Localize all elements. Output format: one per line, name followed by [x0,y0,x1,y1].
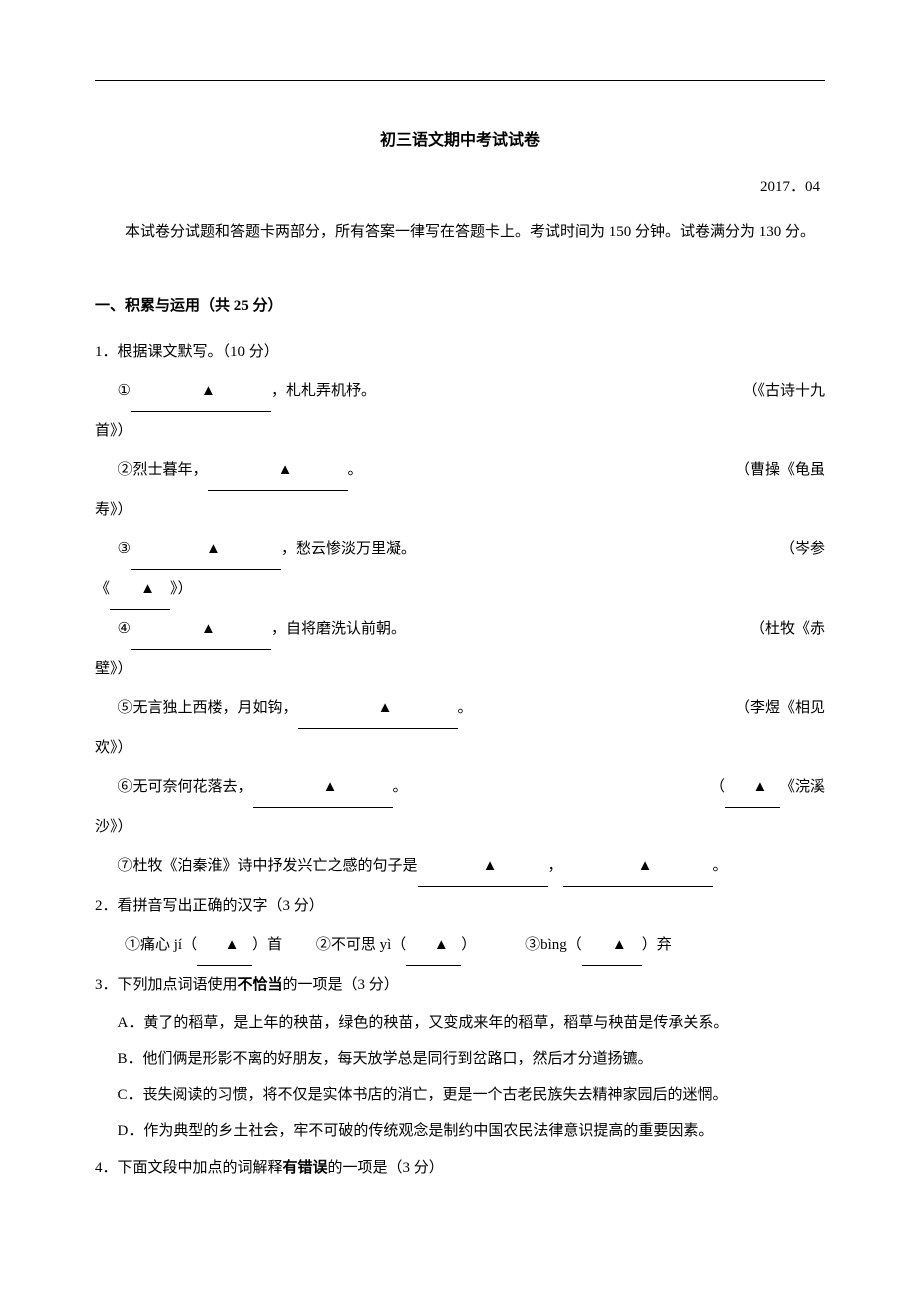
q1-item7-end: 。 [713,858,728,874]
q2-stem: 2．看拼音写出正确的汉字（3 分） [95,887,825,926]
fill-blank: ▲ [110,570,170,610]
fill-blank: ▲ [298,689,458,729]
q1-item4-source: （杜牧《赤 [730,610,825,649]
q1-item4: ④ ▲ ，自将磨洗认前朝。 （杜牧《赤 [95,610,825,650]
q3-bold: 不恰当 [238,977,283,993]
fill-blank: ▲ [253,768,393,808]
q3-optD: D．作为典型的乡土社会，牢不可破的传统观念是制约中国农民法律意识提高的重要因素。 [95,1113,825,1149]
q1-item1: ① ▲ ，札札弄机杼。 （《古诗十九 [95,372,825,412]
q4-stem: 4．下面文段中加点的词解释有错误的一项是（3 分） [95,1149,825,1188]
q1-item4-num: ④ [118,621,131,637]
q1-item3-cont-left: 《 [95,581,110,597]
q1-item3-cont-right: 》） [170,581,193,597]
q1-item6-cont: 沙》） [95,808,825,847]
top-divider [95,80,825,81]
q1-item4-cont: 壁》） [95,650,825,689]
q1-item2-source: （曹操《龟虽 [715,451,825,490]
fill-blank: ▲ [563,847,713,887]
q1-item6-source: （ ▲ 《浣溪 [690,768,825,808]
q1-item5-text: ⑤无言独上西楼，月如钩， [118,700,298,716]
fill-blank: ▲ [197,926,252,966]
q1-item5: ⑤无言独上西楼，月如钩， ▲ 。 （李煜《相见 [95,689,825,729]
q1-item2: ②烈士暮年， ▲ 。 （曹操《龟虽 [95,451,825,491]
q1-item5-end: 。 [458,700,473,716]
q1-item1-source: （《古诗十九 [722,372,825,411]
exam-instructions: 本试卷分试题和答题卡两部分，所有答案一律写在答题卡上。考试时间为 150 分钟。… [95,216,825,249]
fill-blank: ▲ [131,530,281,570]
q4-bold: 有错误 [283,1160,328,1176]
q1-item6-end: 。 [393,779,408,795]
fill-blank: ▲ [131,610,271,650]
exam-date: 2017．04 [95,175,825,196]
q1-stem: 1．根据课文默写。（10 分） [95,333,825,372]
fill-blank: ▲ [208,451,348,491]
q1-item3-cont: 《 ▲ 》） [95,570,825,610]
q1-item5-cont: 欢》） [95,729,825,768]
exam-title: 初三语文期中考试试卷 [95,126,825,150]
q1-item2-text: ②烈士暮年， [118,462,208,478]
q1-item2-cont: 寿》） [95,491,825,530]
q1-item1-cont: 首》） [95,412,825,451]
section-1-header: 一、积累与运用（共 25 分） [95,294,825,315]
q1-item7-text: ⑦杜牧《泊秦淮》诗中抒发兴亡之感的句子是 [118,858,418,874]
q3-stem: 3．下列加点词语使用不恰当的一项是（3 分） [95,966,825,1005]
q1-item1-text: ，札札弄机杼。 [271,383,376,399]
q3-optB: B．他们俩是形影不离的好朋友，每天放学总是同行到岔路口，然后才分道扬镳。 [95,1041,825,1077]
q1-item3: ③ ▲ ，愁云惨淡万里凝。 （岑参 [95,530,825,570]
q2-subitems: ①痛心 jí（ ▲ ）首 ②不可思 yì（ ▲ ） ③bìng（ ▲ ）弃 [95,926,825,966]
q1-item6: ⑥无可奈何花落去， ▲ 。 （ ▲ 《浣溪 [95,768,825,808]
fill-blank: ▲ [418,847,548,887]
fill-blank: ▲ [582,926,642,966]
q1-item3-text: ，愁云惨淡万里凝。 [281,541,416,557]
fill-blank: ▲ [406,926,461,966]
q1-item2-end: 。 [348,462,363,478]
q1-item7-sep: ， [548,858,563,874]
q3-optC: C．丧失阅读的习惯，将不仅是实体书店的消亡，更是一个古老民族失去精神家园后的迷惘… [95,1077,825,1113]
fill-blank: ▲ [131,372,271,412]
q1-item1-num: ① [118,383,131,399]
q1-item5-source: （李煜《相见 [715,689,825,728]
q1-item6-text: ⑥无可奈何花落去， [118,779,253,795]
q1-item3-num: ③ [118,541,131,557]
q1-item3-source: （岑参 [760,530,825,569]
fill-blank: ▲ [725,768,780,808]
q1-item7: ⑦杜牧《泊秦淮》诗中抒发兴亡之感的句子是 ▲ ， ▲ 。 [95,847,825,887]
q1-item4-text: ，自将磨洗认前朝。 [271,621,406,637]
q3-optA: A．黄了的稻草，是上年的秧苗，绿色的秧苗，又变成来年的稻草，稻草与秧苗是传承关系… [95,1005,825,1041]
